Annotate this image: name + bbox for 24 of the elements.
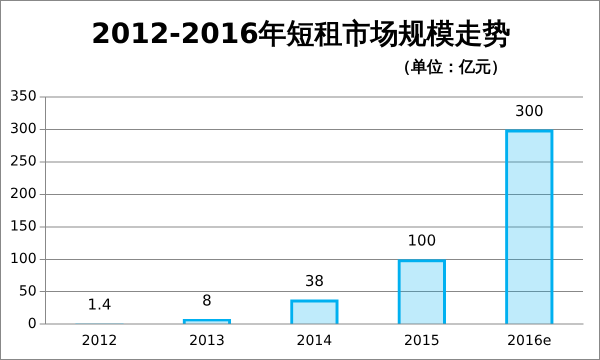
y-tick-label: 300 <box>10 121 37 138</box>
y-tick-label: 200 <box>10 186 37 202</box>
x-tick-label: 2014 <box>296 333 332 350</box>
y-tick-label: 150 <box>10 218 37 234</box>
bar <box>182 319 232 324</box>
y-tick-label: 100 <box>10 250 37 267</box>
bar <box>505 129 554 324</box>
x-tick-label: 2016e <box>507 333 552 350</box>
data-label: 38 <box>304 272 324 290</box>
chart-title: 2012-2016年短租市场规模走势 <box>90 16 512 52</box>
x-tick-label: 2013 <box>189 333 225 350</box>
bar <box>290 300 339 324</box>
bar <box>398 259 446 324</box>
data-label: 1.4 <box>88 296 112 314</box>
y-tick-label: 50 <box>18 283 37 300</box>
y-tick-label: 0 <box>28 316 37 332</box>
y-tick-label: 350 <box>10 88 37 105</box>
data-label: 8 <box>202 291 212 310</box>
y-tick-label: 250 <box>10 154 37 170</box>
x-tick-label: 2012 <box>82 333 118 350</box>
x-tick-label: 2015 <box>404 333 440 350</box>
chart-subtitle: （单位：亿元） <box>395 57 507 78</box>
data-label: 100 <box>407 232 436 250</box>
data-label: 300 <box>514 102 544 120</box>
